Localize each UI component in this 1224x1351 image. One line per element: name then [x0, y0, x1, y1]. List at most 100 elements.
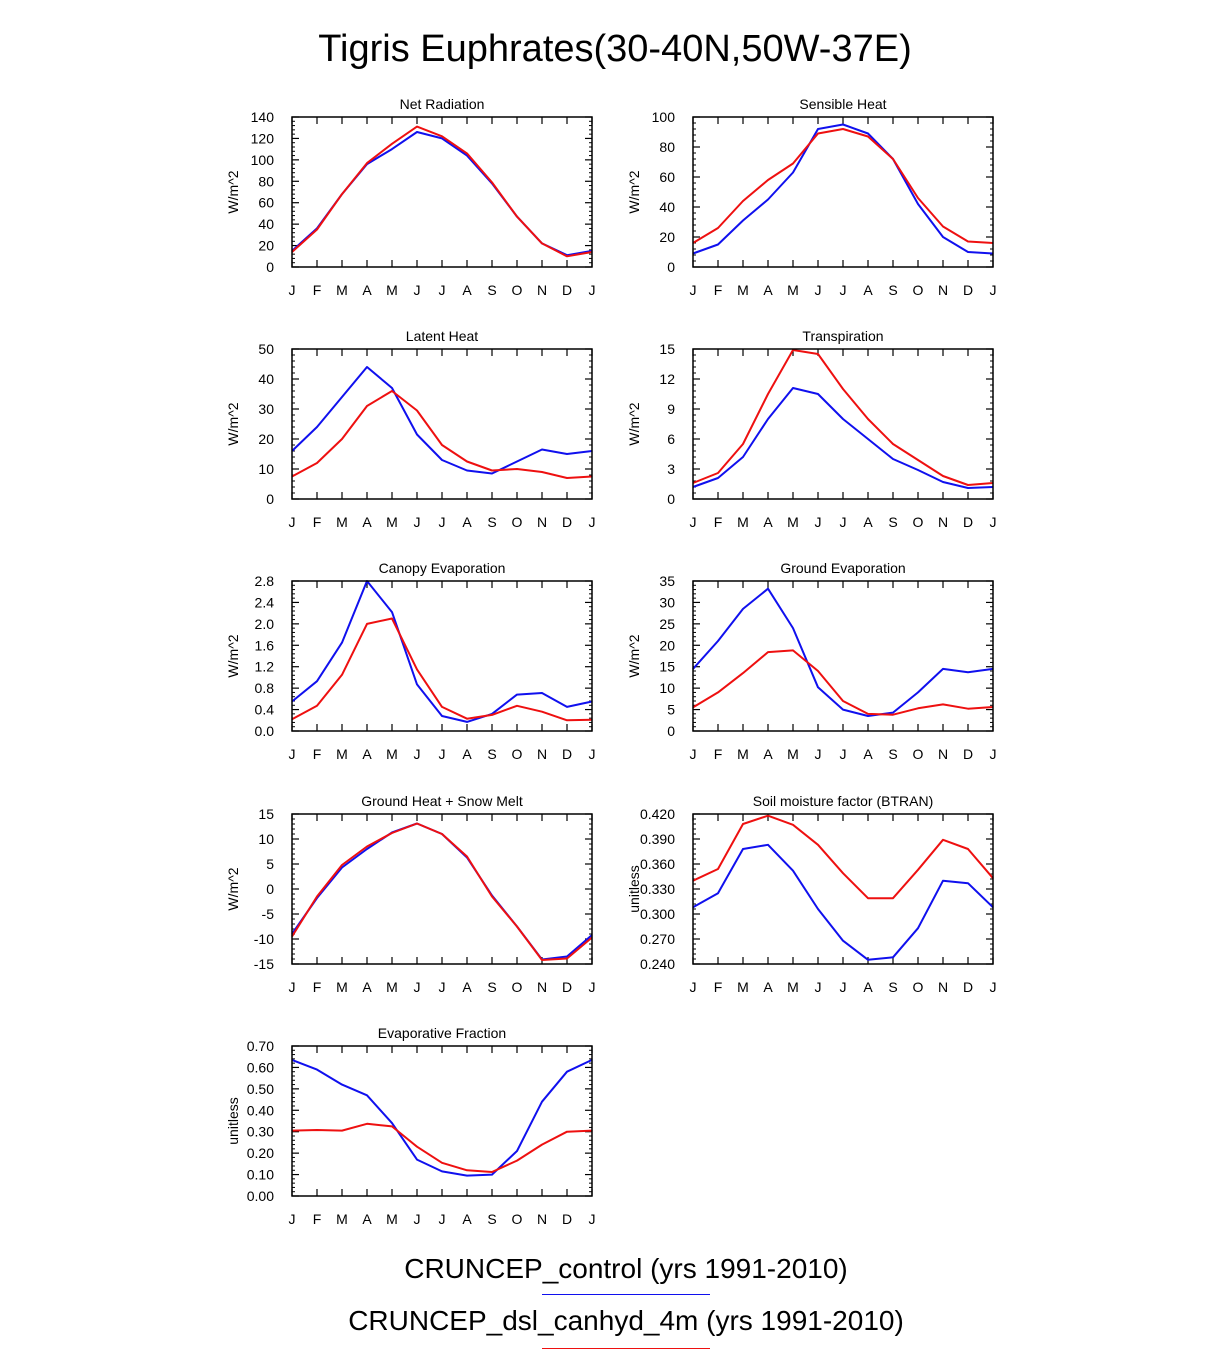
data-point: [967, 848, 969, 850]
data-point: [792, 824, 794, 826]
x-tick-label: J: [439, 514, 446, 530]
data-point: [967, 240, 969, 243]
data-point: [516, 460, 518, 463]
y-tick-label: 0.420: [640, 806, 675, 822]
y-tick-label: 30: [659, 594, 675, 610]
data-point: [516, 705, 518, 707]
panel-evaporative-fraction: Evaporative Fraction unitless 0.00 0.10 0.20…: [225, 1025, 596, 1227]
x-tick-label: J: [840, 514, 847, 530]
data-point: [516, 693, 518, 696]
x-tick-label: O: [512, 979, 523, 995]
data-point: [316, 462, 318, 464]
data-point: [742, 672, 744, 674]
x-tick-label: N: [938, 979, 948, 995]
x-tick-label: A: [362, 514, 372, 530]
x-tick-label: A: [362, 746, 372, 762]
data-point: [867, 713, 869, 715]
data-point: [366, 1123, 368, 1125]
data-point: [541, 242, 543, 245]
data-point: [817, 128, 819, 130]
x-tick-label: J: [414, 282, 421, 298]
data-point: [566, 719, 568, 721]
data-point: [416, 822, 418, 825]
data-point: [917, 927, 919, 929]
data-point: [867, 132, 869, 135]
x-tick-label: D: [963, 514, 973, 530]
data-point: [541, 471, 543, 473]
data-point: [391, 148, 393, 150]
x-tick-label: J: [990, 979, 997, 995]
y-tick-label: 25: [659, 616, 675, 632]
data-point: [817, 670, 819, 672]
x-tick-label: M: [737, 746, 749, 762]
data-point: [316, 1129, 318, 1131]
data-point: [917, 459, 919, 461]
x-tick-label: S: [888, 514, 897, 530]
panel-title: Net Radiation: [400, 96, 485, 112]
x-tick-label: N: [938, 514, 948, 530]
data-point: [491, 895, 493, 898]
x-tick-label: M: [737, 979, 749, 995]
data-point: [416, 409, 418, 412]
data-point: [341, 674, 343, 676]
data-point: [441, 459, 443, 461]
x-tick-label: N: [537, 1211, 547, 1227]
x-tick-label: O: [512, 282, 523, 298]
figure-title: Tigris Euphrates(30-40N,50W-37E): [318, 28, 912, 70]
x-tick-label: D: [562, 514, 572, 530]
x-tick-label: F: [313, 1211, 322, 1227]
data-point: [466, 721, 468, 723]
data-point: [566, 957, 568, 960]
series-line-control: [692, 587, 994, 717]
x-tick-label: J: [289, 282, 296, 298]
data-point: [917, 469, 919, 471]
y-tick-label: 0.4: [255, 702, 275, 718]
x-tick-label: J: [990, 746, 997, 762]
y-tick-label: 0.0: [255, 723, 275, 739]
data-point: [366, 366, 368, 368]
data-point: [366, 623, 368, 625]
y-tick-label: 100: [652, 109, 676, 125]
y-tick-label: 0.30: [247, 1124, 274, 1140]
plot-frame: [692, 348, 994, 500]
series-line-control: [291, 366, 593, 475]
data-point: [842, 418, 844, 420]
data-point: [366, 162, 368, 164]
plot-frame: [291, 348, 593, 500]
data-point: [942, 668, 944, 670]
x-tick-label: M: [787, 746, 799, 762]
x-tick-label: D: [963, 979, 973, 995]
plot-frame: [291, 580, 593, 732]
x-tick-label: O: [512, 1211, 523, 1227]
data-point: [466, 718, 468, 720]
x-tick-label: J: [690, 746, 697, 762]
data-point: [566, 453, 568, 455]
x-tick-label: A: [362, 979, 372, 995]
x-tick-label: M: [787, 979, 799, 995]
x-tick-label: A: [763, 514, 773, 530]
x-tick-label: F: [714, 979, 723, 995]
series-line-control: [692, 387, 994, 489]
series-line-dsl: [692, 649, 994, 716]
y-tick-label: 20: [258, 238, 274, 254]
data-point: [416, 126, 418, 128]
legend-control-line: [542, 1294, 710, 1295]
x-tick-label: A: [863, 979, 873, 995]
x-tick-label: J: [815, 514, 822, 530]
data-point: [566, 1131, 568, 1133]
y-tick-label: 0: [667, 723, 675, 739]
x-tick-label: M: [336, 282, 348, 298]
data-point: [742, 456, 744, 458]
data-point: [366, 405, 368, 407]
data-point: [416, 668, 418, 670]
series-line-control: [291, 580, 593, 723]
y-axis-label: W/m^2: [225, 867, 241, 910]
data-point: [416, 683, 418, 685]
legend-control-label: CRUNCEP_control (yrs 1991-2010): [404, 1253, 848, 1284]
data-point: [842, 940, 844, 942]
x-tick-label: J: [815, 746, 822, 762]
y-tick-label: 0.70: [247, 1038, 274, 1054]
data-point: [491, 714, 493, 716]
y-axis-label: W/m^2: [626, 170, 642, 213]
